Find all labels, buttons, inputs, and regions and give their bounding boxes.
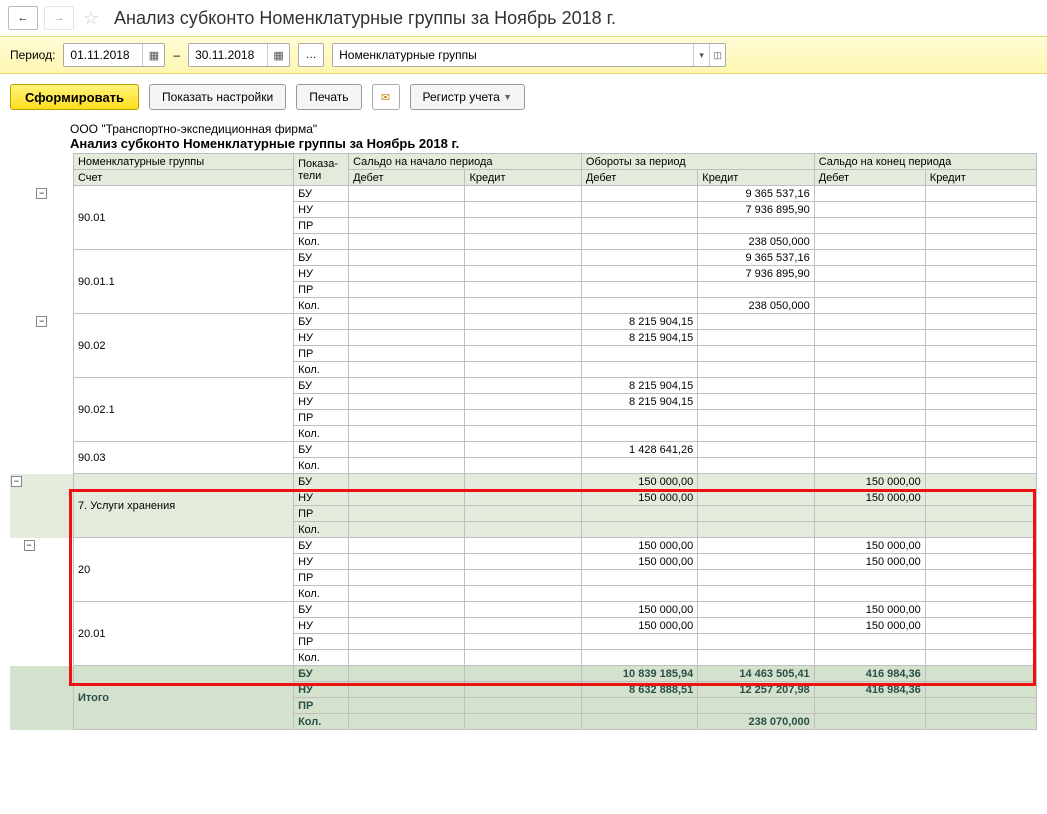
indicator-cell: Кол. xyxy=(294,714,349,730)
date-from-input[interactable] xyxy=(64,44,142,66)
indicator-cell: ПР xyxy=(294,634,349,650)
col-saldo-start: Сальдо на начало периода xyxy=(349,154,582,170)
show-settings-button[interactable]: Показать настройки xyxy=(149,84,286,110)
col-groups: Номенклатурные группы xyxy=(73,154,293,170)
print-button[interactable]: Печать xyxy=(296,84,361,110)
calendar-icon[interactable]: ▦ xyxy=(267,44,289,66)
indicator-cell: ПР xyxy=(294,346,349,362)
indicator-cell: ПР xyxy=(294,410,349,426)
indicator-cell: ПР xyxy=(294,218,349,234)
indicator-cell: БУ xyxy=(294,442,349,458)
row-name: 90.02 xyxy=(73,314,293,378)
form-report-button[interactable]: Сформировать xyxy=(10,84,139,110)
forward-button[interactable]: → xyxy=(44,6,74,30)
col-credit: Кредит xyxy=(925,170,1036,186)
row-name: 90.01.1 xyxy=(73,250,293,314)
report-table: Номенклатурные группыПоказа- телиСальдо … xyxy=(10,153,1037,730)
row-name: 20.01 xyxy=(73,602,293,666)
indicator-cell: ПР xyxy=(294,698,349,714)
indicator-cell: БУ xyxy=(294,474,349,490)
date-separator: – xyxy=(173,48,180,62)
subkonto-select[interactable]: ▾ ◫ xyxy=(332,43,726,67)
indicator-cell: НУ xyxy=(294,202,349,218)
indicator-cell: НУ xyxy=(294,330,349,346)
col-account: Счет xyxy=(73,170,293,186)
period-bar: Период: ▦ – ▦ … ▾ ◫ xyxy=(0,36,1047,74)
tree-toggle[interactable]: − xyxy=(24,540,35,551)
col-credit: Кредит xyxy=(465,170,581,186)
topbar: ← → ☆ Анализ субконто Номенклатурные гру… xyxy=(0,0,1047,36)
indicator-cell: ПР xyxy=(294,282,349,298)
indicator-cell: БУ xyxy=(294,666,349,682)
indicator-cell: НУ xyxy=(294,394,349,410)
date-from[interactable]: ▦ xyxy=(63,43,165,67)
row-name: 90.01 xyxy=(73,186,293,250)
row-name: 90.03 xyxy=(73,442,293,474)
report-area: ООО "Транспортно-экспедиционная фирма" А… xyxy=(0,120,1047,740)
indicator-cell: ПР xyxy=(294,506,349,522)
indicator-cell: ПР xyxy=(294,570,349,586)
row-name: 20 xyxy=(73,538,293,602)
row-name: 90.02.1 xyxy=(73,378,293,442)
indicator-cell: Кол. xyxy=(294,426,349,442)
indicator-cell: БУ xyxy=(294,538,349,554)
indicator-cell: Кол. xyxy=(294,362,349,378)
period-label: Период: xyxy=(10,48,55,62)
indicator-cell: БУ xyxy=(294,378,349,394)
email-icon[interactable]: ✉ xyxy=(372,84,400,110)
date-to[interactable]: ▦ xyxy=(188,43,290,67)
period-picker-button[interactable]: … xyxy=(298,43,324,67)
back-button[interactable]: ← xyxy=(8,6,38,30)
subkonto-input[interactable] xyxy=(333,44,693,66)
col-indicator: Показа- тели xyxy=(294,154,349,186)
indicator-cell: Кол. xyxy=(294,234,349,250)
dropdown-icon[interactable]: ▾ xyxy=(693,44,709,66)
col-debit: Дебет xyxy=(581,170,697,186)
indicator-cell: Кол. xyxy=(294,458,349,474)
col-credit: Кредит xyxy=(698,170,814,186)
col-debit: Дебет xyxy=(349,170,465,186)
action-bar: Сформировать Показать настройки Печать ✉… xyxy=(0,74,1047,120)
tree-toggle[interactable]: − xyxy=(36,316,47,327)
favorite-icon[interactable]: ☆ xyxy=(80,7,102,29)
indicator-cell: БУ xyxy=(294,314,349,330)
indicator-cell: БУ xyxy=(294,602,349,618)
page-title: Анализ субконто Номенклатурные группы за… xyxy=(114,8,616,29)
col-turnover: Обороты за период xyxy=(581,154,814,170)
indicator-cell: НУ xyxy=(294,554,349,570)
col-saldo-end: Сальдо на конец периода xyxy=(814,154,1036,170)
indicator-cell: Кол. xyxy=(294,650,349,666)
report-heading: Анализ субконто Номенклатурные группы за… xyxy=(70,136,1037,151)
indicator-cell: БУ xyxy=(294,186,349,202)
indicator-cell: БУ xyxy=(294,250,349,266)
tree-toggle[interactable]: − xyxy=(11,476,22,487)
tree-toggle[interactable]: − xyxy=(36,188,47,199)
open-icon[interactable]: ◫ xyxy=(709,44,725,66)
indicator-cell: НУ xyxy=(294,266,349,282)
indicator-cell: НУ xyxy=(294,682,349,698)
indicator-cell: Кол. xyxy=(294,586,349,602)
row-name: 7. Услуги хранения xyxy=(73,474,293,538)
indicator-cell: НУ xyxy=(294,618,349,634)
indicator-cell: НУ xyxy=(294,490,349,506)
total-label: Итого xyxy=(73,666,293,730)
company-name: ООО "Транспортно-экспедиционная фирма" xyxy=(70,122,1037,136)
indicator-cell: Кол. xyxy=(294,298,349,314)
date-to-input[interactable] xyxy=(189,44,267,66)
register-button[interactable]: Регистр учета ▼ xyxy=(410,84,526,110)
indicator-cell: Кол. xyxy=(294,522,349,538)
col-debit: Дебет xyxy=(814,170,925,186)
calendar-icon[interactable]: ▦ xyxy=(142,44,164,66)
